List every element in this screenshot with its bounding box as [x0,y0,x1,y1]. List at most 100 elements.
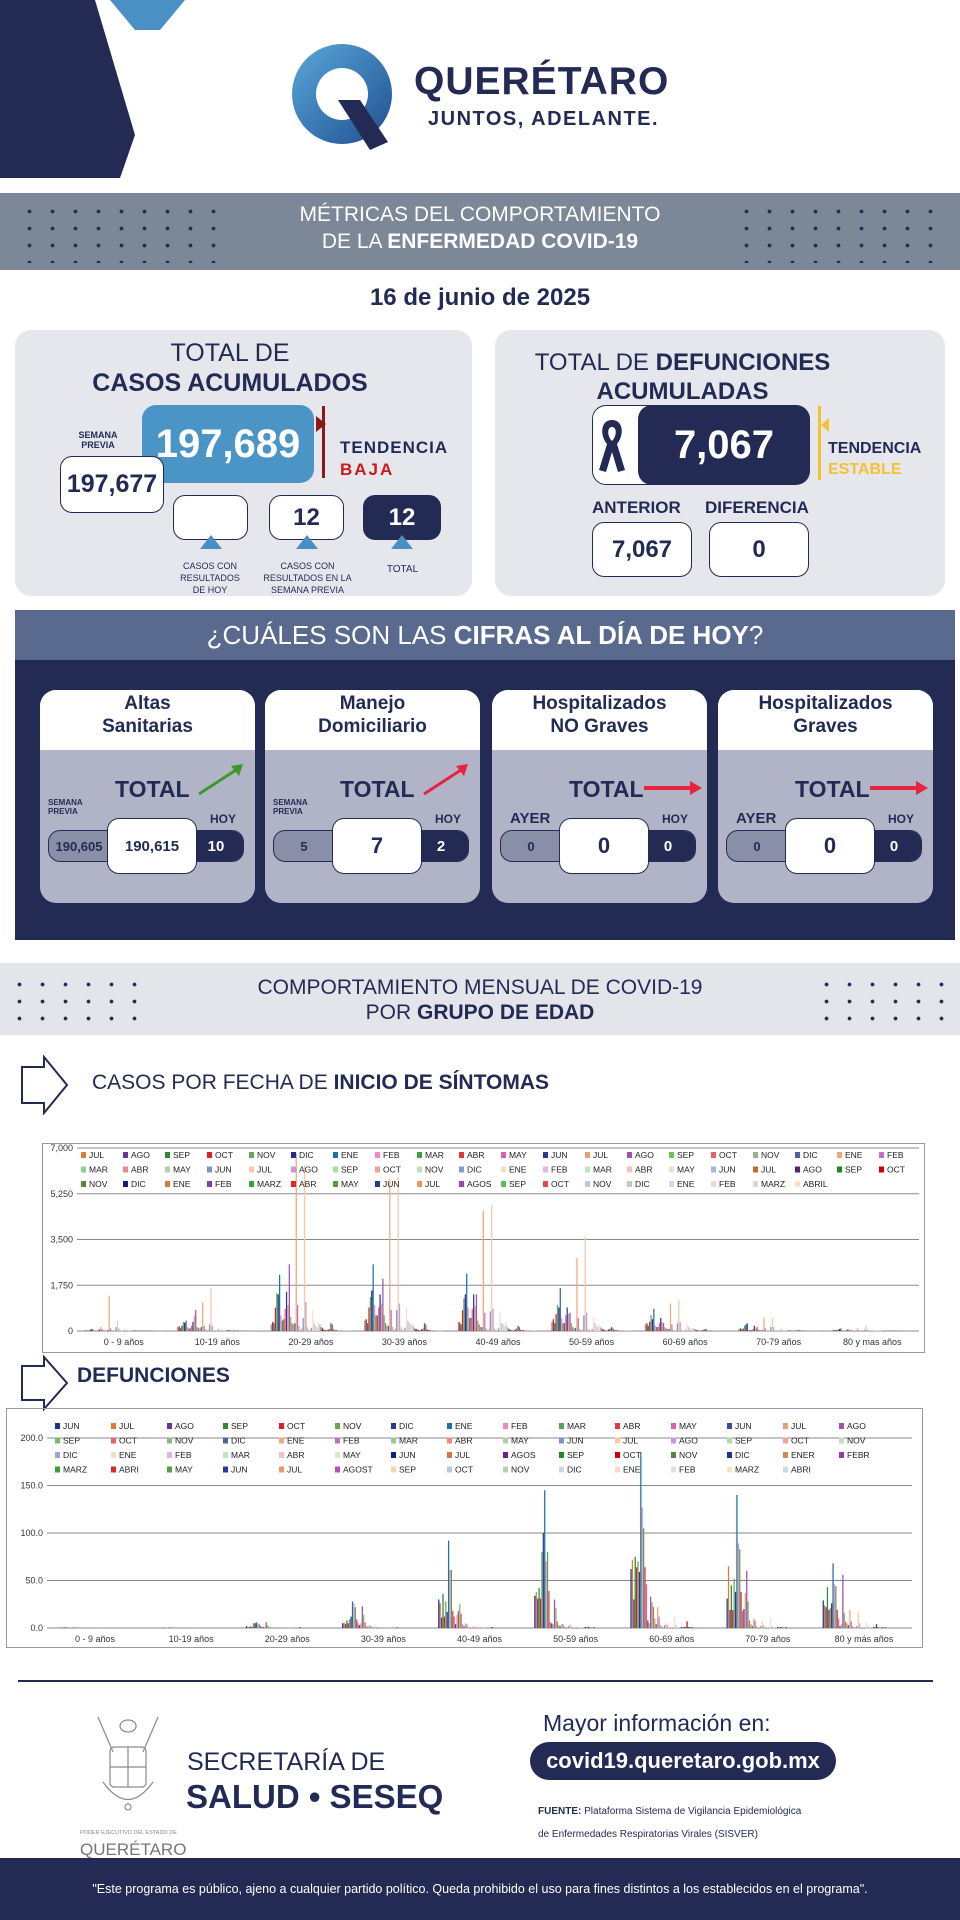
legend-swatch [503,1466,508,1473]
legend-label: MAY [679,1421,697,1431]
legend-label: SEP [399,1465,416,1475]
legend-label: MAY [173,1165,191,1175]
bar [312,1310,314,1331]
legend-label: JUN [231,1465,248,1475]
legend-label: AGO [299,1165,318,1175]
bar [60,1627,62,1628]
metric-center-value: 7 [332,818,422,874]
bar [643,1528,645,1628]
legend-label: MARZ [735,1465,759,1475]
legend-label: MAY [175,1465,193,1475]
bar [658,1616,660,1628]
bar [781,1627,783,1628]
gov-small-text: PODER EJECUTIVO DEL ESTADO DE [80,1830,177,1836]
bar [558,1307,560,1331]
bar [481,1327,483,1331]
cifras-title-prefix: ¿CUÁLES SON LAS [206,620,454,650]
bar [592,1316,595,1331]
bar [692,1327,694,1331]
legend-swatch [669,1152,674,1158]
legend-swatch [459,1152,464,1158]
bar [190,1325,193,1331]
metric-left-label: SEMANA PREVIA [48,798,83,816]
defunciones-card: TOTAL DE DEFUNCIONES ACUMULADAS 7,067 TE… [495,330,945,596]
bar [357,1623,359,1628]
bar [368,1625,370,1628]
bar [631,1559,634,1628]
bar [586,1627,588,1628]
x-tick-label: 0 - 9 años [104,1337,145,1347]
metric-right-label: HOY [662,812,689,826]
bar [555,1608,557,1628]
legend-swatch [447,1437,452,1444]
bar [662,1323,665,1331]
legend-label: JUL [119,1421,134,1431]
bar [774,1330,776,1331]
legend-swatch [501,1152,506,1158]
queretaro-q-logo [292,44,392,150]
bar [863,1627,865,1628]
legend-label: MAY [343,1450,361,1460]
metric-left-label: AYER [736,810,777,827]
bar [116,1320,119,1331]
bar [746,1571,748,1628]
bar [372,1627,375,1628]
def-tendencia-value: ESTABLE [828,461,902,478]
bar [654,1618,656,1628]
legend-swatch [671,1466,676,1473]
legend-swatch [839,1423,844,1429]
bar [309,1329,311,1331]
bar [831,1330,834,1331]
bar [845,1621,847,1628]
bar [445,1601,447,1628]
bar [561,1317,563,1331]
metric-title1: Hospitalizados [532,693,667,714]
bar [742,1328,744,1331]
bar [676,1627,678,1628]
bar [673,1616,676,1628]
bar [375,1315,377,1331]
bar [467,1627,469,1628]
bar [305,1302,307,1331]
bar [446,1611,448,1628]
legend-swatch [391,1423,396,1429]
bar [464,1294,466,1331]
legend-swatch [447,1466,452,1473]
bar [570,1323,572,1331]
bar [474,1306,476,1331]
bar [112,1330,114,1331]
disclaimer: "Este programa es público, ajeno a cualq… [0,1858,960,1920]
legend-label: ENE [287,1436,305,1446]
legend-label: NOV [847,1436,866,1446]
corner-decoration [0,0,185,178]
bar [390,1310,392,1331]
legend-swatch [783,1452,788,1458]
bar [511,1330,514,1331]
bar [363,1614,365,1628]
legend-swatch [753,1181,758,1187]
bar [121,1330,123,1331]
bar [876,1330,878,1331]
bar [483,1627,485,1628]
bar [847,1329,849,1331]
bar [196,1327,198,1331]
bar [576,1627,578,1628]
bar [123,1329,126,1331]
bar [671,1324,673,1331]
defunciones-total: 7,067 [638,405,810,485]
y-tick-label: 200.0 [20,1433,43,1443]
bar [485,1328,487,1331]
semana-previa-label: SEMANA PREVIA [78,430,118,450]
legend-label: MAY [511,1436,529,1446]
bar [328,1328,331,1331]
website-link[interactable]: covid19.queretaro.gob.mx [530,1742,836,1780]
bar [376,1315,378,1331]
bar [143,1330,145,1331]
legend-label: JUL [425,1179,440,1189]
bar [107,1329,109,1331]
bar [405,1307,408,1331]
triangle-icon [200,535,222,549]
bar [606,1330,609,1331]
bar [419,1330,421,1331]
bar [347,1623,349,1628]
